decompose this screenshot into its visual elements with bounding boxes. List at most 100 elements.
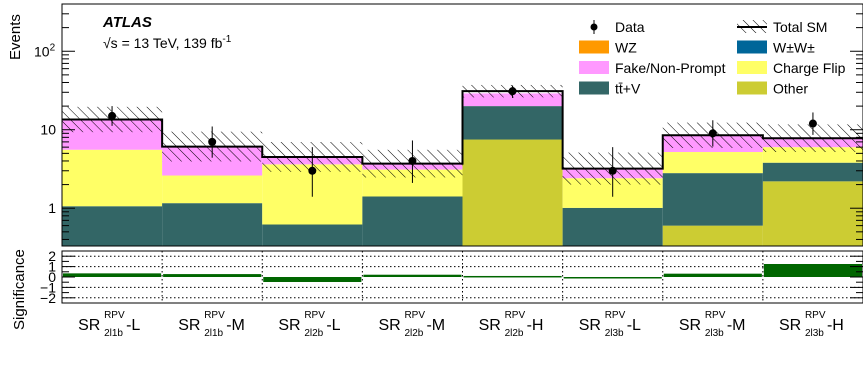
sig-bar-2 bbox=[263, 277, 362, 282]
sig-tick-label-1: 1 bbox=[48, 259, 56, 275]
bar-2-0 bbox=[62, 149, 163, 207]
y-tick-label-2: 102 bbox=[34, 42, 56, 59]
significance-label: Significance bbox=[11, 249, 28, 330]
x-tick-label-3: SR RPV 2l2b -M bbox=[378, 310, 445, 339]
data-point-3 bbox=[408, 156, 417, 165]
x-label-suffix: -H bbox=[827, 317, 844, 334]
data-point-5 bbox=[608, 166, 617, 175]
x-tick-label-0: SR RPV 2l1b -L bbox=[78, 310, 140, 339]
x-label-base: SR bbox=[178, 317, 200, 334]
bar-1-5 bbox=[562, 207, 663, 246]
bar-0-4 bbox=[462, 139, 563, 246]
x-label-sub: 2l3b bbox=[805, 328, 824, 339]
legend-col2-swatch-1 bbox=[737, 40, 767, 54]
x-label-suffix: -M bbox=[727, 317, 746, 334]
bar-2-6 bbox=[662, 152, 763, 174]
sig-bar-4 bbox=[463, 275, 562, 278]
legend: Data WZ Fake/Non-Prompt tt̄+V Total SM W±W± Ch… bbox=[579, 19, 846, 97]
legend-col2-label-1: W±W± bbox=[773, 40, 815, 56]
sig-bar-1 bbox=[163, 274, 262, 277]
x-label-suffix: -M bbox=[426, 317, 445, 334]
x-tick-label-4: SR RPV 2l2b -H bbox=[479, 310, 544, 339]
experiment-label: ATLAS bbox=[102, 14, 152, 31]
x-label-sub: 2l2b bbox=[304, 328, 323, 339]
legend-col1-label-2: Fake/Non-Prompt bbox=[615, 60, 726, 76]
bar-1-6 bbox=[662, 173, 763, 226]
sig-bar-6 bbox=[663, 273, 762, 277]
x-label-base: SR bbox=[579, 317, 601, 334]
y-tick-label-1: 10 bbox=[40, 122, 56, 138]
x-tick-label-5: SR RPV 2l3b -L bbox=[579, 310, 641, 339]
data-point-6 bbox=[708, 129, 717, 138]
data-points bbox=[108, 85, 817, 197]
x-label-sup: RPV bbox=[304, 310, 325, 321]
significance-y-axis: 210−1−2 bbox=[40, 248, 863, 306]
data-point-0 bbox=[108, 111, 117, 120]
x-label-suffix: -H bbox=[527, 317, 544, 334]
x-tick-label-6: SR RPV 2l3b -M bbox=[679, 310, 746, 339]
main-plot: 1 10 102 Events ATLAS √s = 13 TeV, 139 fb-… bbox=[7, 3, 863, 247]
sig-bar-0 bbox=[63, 273, 162, 277]
sig-bar-5 bbox=[563, 277, 662, 279]
sig-bar-7 bbox=[763, 264, 862, 277]
x-label-suffix: -L bbox=[326, 317, 340, 334]
x-label-suffix: -L bbox=[627, 317, 641, 334]
x-label-base: SR bbox=[378, 317, 400, 334]
legend-col2-label-0: Total SM bbox=[773, 19, 827, 35]
x-label-base: SR bbox=[479, 317, 501, 334]
x-tick-label-2: SR RPV 2l2b -L bbox=[278, 310, 340, 339]
x-label-sub: 2l1b bbox=[204, 328, 223, 339]
x-label-base: SR bbox=[278, 317, 300, 334]
legend-col1-swatch-3 bbox=[579, 81, 609, 95]
significance-grid bbox=[62, 251, 863, 303]
legend-col1-label-3: tt̄+V bbox=[615, 81, 641, 97]
legend-col1-swatch-2 bbox=[579, 61, 609, 74]
bar-1-4 bbox=[462, 106, 563, 140]
x-label-sub: 2l3b bbox=[705, 328, 724, 339]
x-label-sup: RPV bbox=[605, 310, 626, 321]
legend-col2-swatch-2 bbox=[737, 61, 767, 74]
legend-col2-label-3: Other bbox=[773, 81, 808, 97]
x-label-sup: RPV bbox=[805, 310, 826, 321]
x-label-sub: 2l1b bbox=[104, 328, 123, 339]
x-label-sup: RPV bbox=[104, 310, 125, 321]
x-tick-label-1: SR RPV 2l1b -M bbox=[178, 310, 245, 339]
bar-0-7 bbox=[762, 181, 863, 246]
x-label-sub: 2l3b bbox=[605, 328, 624, 339]
x-label-suffix: -L bbox=[126, 317, 140, 334]
x-label-sup: RPV bbox=[505, 310, 526, 321]
data-point-4 bbox=[508, 87, 517, 96]
significance-bars bbox=[63, 264, 862, 282]
bar-1-2 bbox=[262, 224, 363, 246]
main-y-axis: 1 10 102 bbox=[34, 3, 863, 240]
x-label-sub: 2l2b bbox=[505, 328, 524, 339]
x-label-sup: RPV bbox=[204, 310, 225, 321]
legend-col1-swatch-1 bbox=[579, 40, 609, 54]
legend-col1-label-1: WZ bbox=[615, 40, 637, 56]
sig-tick-label-2: 0 bbox=[48, 269, 56, 285]
sig-tick-label-3: −1 bbox=[40, 279, 56, 295]
bar-1-7 bbox=[762, 162, 863, 182]
bar-2-1 bbox=[162, 175, 263, 204]
legend-col2-swatch-3 bbox=[737, 81, 767, 95]
x-label-base: SR bbox=[78, 317, 100, 334]
main-frame bbox=[61, 3, 863, 247]
data-point-7 bbox=[808, 119, 817, 128]
legend-col1-label-0: Data bbox=[615, 19, 645, 35]
bar-0-6 bbox=[662, 225, 763, 246]
data-point-2 bbox=[308, 166, 317, 175]
x-tick-label-7: SR RPV 2l3b -H bbox=[779, 310, 844, 339]
sig-tick-label-0: 2 bbox=[48, 248, 56, 264]
data-point-1 bbox=[208, 137, 217, 146]
x-label-suffix: -M bbox=[226, 317, 245, 334]
x-label-sup: RPV bbox=[404, 310, 425, 321]
bar-1-3 bbox=[362, 196, 463, 246]
y-tick-label-0: 1 bbox=[48, 200, 56, 216]
legend-col1-marker-dot bbox=[590, 23, 598, 31]
significance-plot: 210−1−2 Significance bbox=[11, 248, 863, 330]
y-axis-label: Events bbox=[7, 14, 24, 60]
sig-tick-label-4: −2 bbox=[40, 290, 56, 306]
energy-label: √s = 13 TeV, 139 fb-1 bbox=[103, 34, 232, 51]
